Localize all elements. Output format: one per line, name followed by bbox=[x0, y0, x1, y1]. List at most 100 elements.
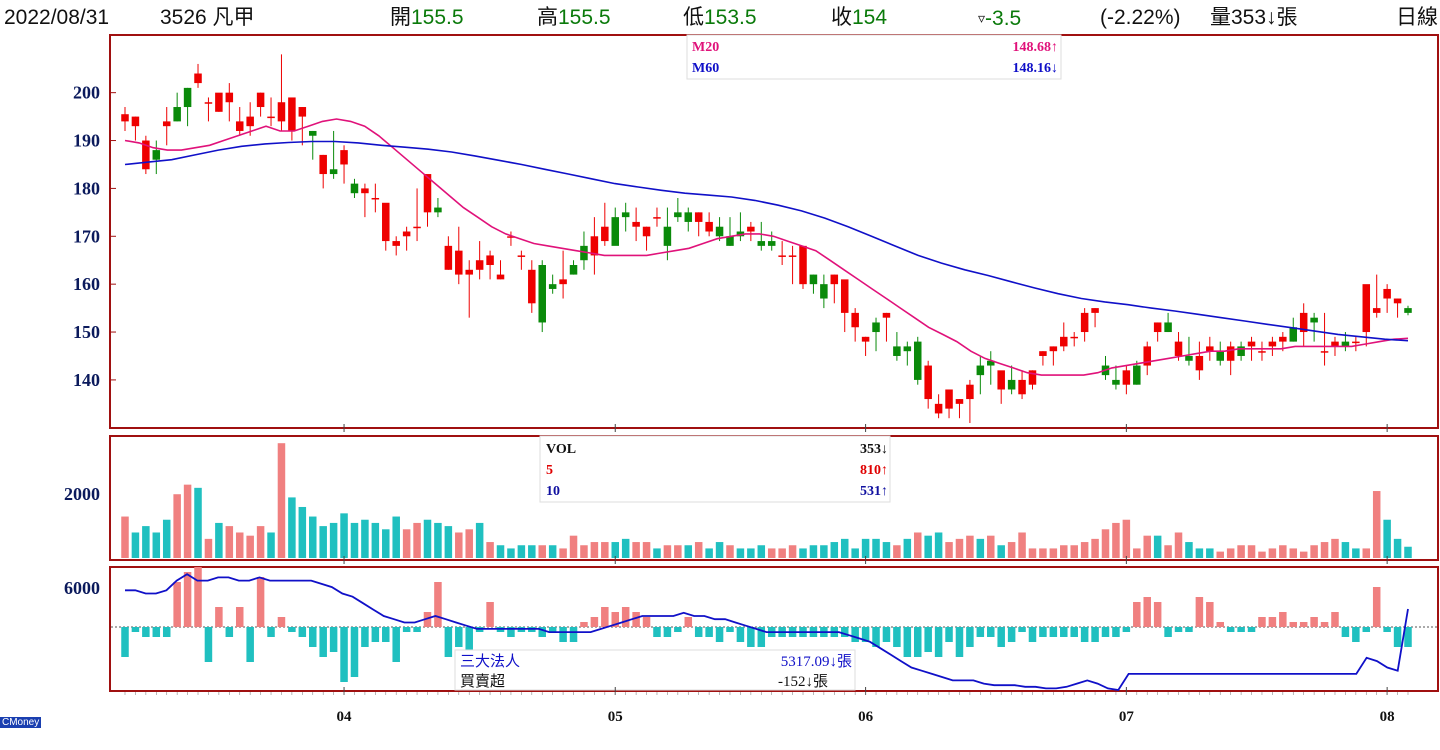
ma20-legend-label: M20 bbox=[692, 40, 719, 55]
volume-bar bbox=[924, 535, 932, 558]
candle-body bbox=[851, 312, 859, 328]
candle-body bbox=[517, 255, 526, 257]
volume-bar bbox=[1393, 538, 1402, 558]
net-buy-bar bbox=[945, 627, 953, 642]
net-buy-bar bbox=[444, 627, 453, 657]
candle-body bbox=[1289, 327, 1298, 342]
net-buy-bar bbox=[861, 627, 870, 642]
volume-bar bbox=[1289, 548, 1298, 558]
volume-bar bbox=[1216, 551, 1224, 558]
volume-bar bbox=[934, 532, 943, 558]
vol10-legend-label: 10 bbox=[546, 484, 560, 499]
volume-bar bbox=[1060, 545, 1068, 558]
candle-body bbox=[726, 236, 734, 246]
close-label: 收 bbox=[831, 6, 852, 29]
net-buy-bar bbox=[1404, 627, 1412, 647]
candle-body bbox=[1320, 351, 1329, 353]
candle-body bbox=[402, 231, 411, 237]
candle-body bbox=[642, 226, 651, 237]
ma60-line bbox=[124, 140, 1409, 342]
netbuy-legend-value: -152↓張 bbox=[778, 674, 828, 690]
net-buy-bar bbox=[382, 627, 390, 642]
volume-label: 量 bbox=[1210, 6, 1231, 29]
close-value: 154 bbox=[852, 6, 888, 29]
candle-body bbox=[173, 107, 181, 122]
period-daily[interactable]: 日線 bbox=[1396, 6, 1438, 29]
candle-body bbox=[1352, 341, 1360, 344]
open-label: 開 bbox=[390, 6, 411, 29]
volume-bar bbox=[851, 548, 859, 558]
volume-bar bbox=[1258, 551, 1266, 558]
net-buy-bar bbox=[423, 612, 432, 627]
date-label: 2022/08/31 bbox=[4, 6, 110, 29]
volume-bar bbox=[569, 535, 578, 558]
net-buy-bar bbox=[1206, 602, 1214, 627]
candle-body bbox=[319, 154, 327, 175]
volume-bar bbox=[1206, 548, 1214, 558]
volume-bar bbox=[1352, 548, 1360, 558]
net-buy-bar bbox=[548, 627, 557, 632]
volume-bar bbox=[997, 545, 1005, 558]
volume-bar bbox=[288, 497, 296, 558]
volume-bar bbox=[809, 545, 818, 558]
volume-bar bbox=[507, 548, 515, 558]
volume-bar bbox=[611, 542, 620, 558]
change-down-icon: ▿ bbox=[978, 10, 986, 26]
candle-body bbox=[413, 226, 421, 229]
volume-bar bbox=[1007, 542, 1016, 558]
candle-body bbox=[1258, 351, 1266, 353]
net-buy-bar bbox=[1393, 627, 1402, 647]
candle-body bbox=[1080, 312, 1089, 333]
stock-name: 3526 凡甲 bbox=[160, 6, 255, 29]
candle-body bbox=[840, 279, 849, 313]
volume-down-arrow-icon: ↓ bbox=[1266, 6, 1277, 29]
candle-body bbox=[674, 212, 682, 218]
net-buy-bar bbox=[684, 617, 693, 627]
net-buy-bar bbox=[1226, 627, 1235, 632]
net-buy-bar bbox=[913, 627, 922, 657]
net-buy-bar bbox=[288, 627, 296, 632]
volume-tick-label: 2000 bbox=[64, 484, 100, 504]
candle-body bbox=[329, 169, 338, 175]
volume-bar bbox=[204, 538, 213, 558]
net-buy-bar bbox=[736, 627, 745, 642]
candle-body bbox=[528, 269, 536, 304]
close-price: 收154 bbox=[831, 6, 887, 30]
candle-body bbox=[882, 312, 891, 318]
net-buy-bar bbox=[840, 627, 849, 637]
net-buy-bar bbox=[319, 627, 327, 657]
volume-bar bbox=[1133, 548, 1141, 558]
net-buy-bar bbox=[976, 627, 985, 637]
candle-body bbox=[1310, 317, 1318, 323]
net-buy-bar bbox=[1195, 597, 1204, 627]
candle-body bbox=[496, 274, 505, 280]
candle-body bbox=[371, 197, 380, 200]
candlesticks bbox=[121, 54, 1412, 423]
candle-body bbox=[183, 87, 192, 108]
price-axis: 200 190 180 170 160 150 140 bbox=[73, 83, 116, 390]
net-buy-bar bbox=[1372, 587, 1381, 627]
volume-bar bbox=[517, 545, 526, 558]
volume-bar bbox=[726, 545, 734, 558]
candle-body bbox=[1028, 370, 1037, 385]
net-buy-bar bbox=[580, 622, 588, 627]
net-buy-bar bbox=[569, 627, 578, 642]
net-buy-bar bbox=[1289, 622, 1298, 627]
net-buy-bar bbox=[1268, 617, 1277, 627]
candle-body bbox=[162, 121, 171, 127]
volume-bar bbox=[455, 532, 463, 558]
price-tick-label: 200 bbox=[73, 83, 100, 103]
net-buy-bar bbox=[1247, 627, 1256, 632]
net-buy-bar bbox=[256, 577, 265, 627]
volume-bar bbox=[694, 542, 703, 558]
candle-body bbox=[1174, 341, 1183, 356]
volume-bar bbox=[1320, 542, 1329, 558]
volume-bar bbox=[1299, 551, 1308, 558]
candle-body bbox=[1195, 355, 1204, 371]
net-buy-bar bbox=[1310, 617, 1318, 627]
institutional-axis: 6000 bbox=[64, 578, 100, 598]
volume-bar bbox=[121, 516, 129, 558]
volume-bar bbox=[1028, 548, 1037, 558]
volume-bar bbox=[830, 542, 839, 558]
volume-bar bbox=[152, 532, 161, 558]
